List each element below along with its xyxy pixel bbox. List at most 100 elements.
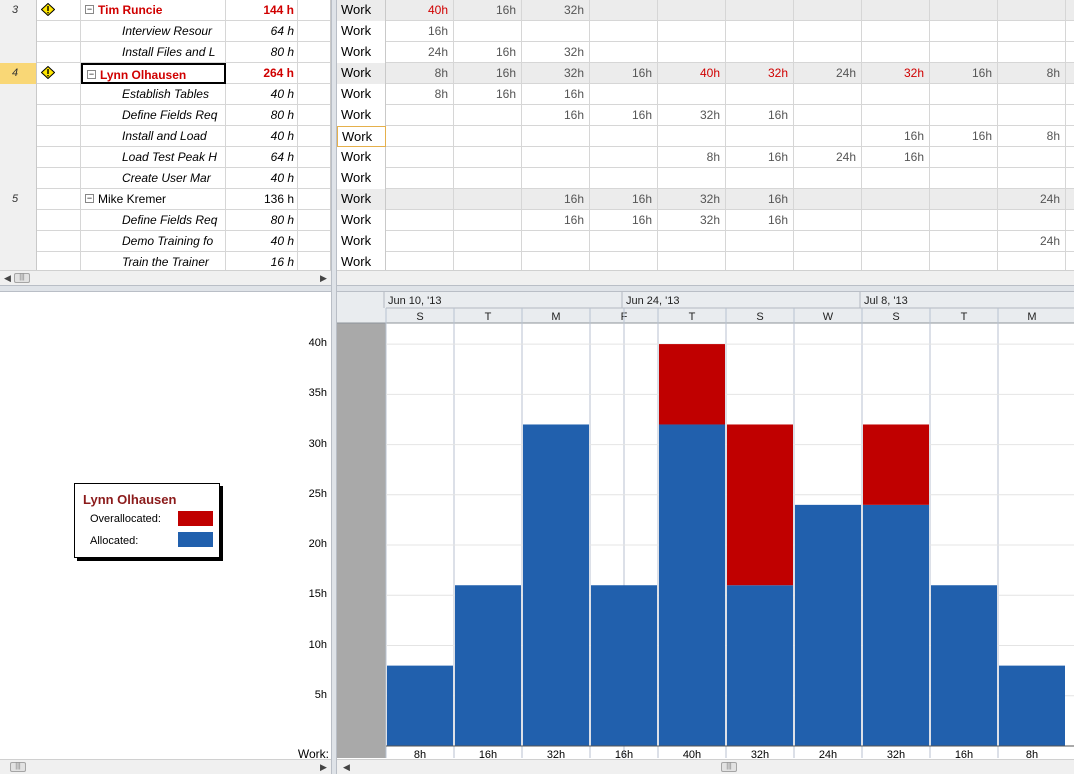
timephased-cell[interactable]: [658, 42, 726, 63]
resource-row[interactable]: 4− Lynn Olhausen 264 h: [0, 63, 331, 84]
timephased-cell[interactable]: [998, 21, 1066, 42]
timephased-cell[interactable]: [726, 42, 794, 63]
timephased-cell[interactable]: 32h: [726, 63, 794, 84]
timephased-cell[interactable]: 16h: [454, 42, 522, 63]
timephased-cell[interactable]: [930, 105, 998, 126]
timephased-cell[interactable]: [454, 252, 522, 270]
timephased-cell[interactable]: 16h: [930, 126, 998, 147]
timephased-cell[interactable]: [590, 42, 658, 63]
detail-label[interactable]: Work: [337, 189, 386, 210]
grid-horizontal-scrollbar[interactable]: [337, 270, 1074, 285]
resource-row[interactable]: 5− Mike Kremer 136 h: [0, 189, 331, 210]
timephased-cell[interactable]: [590, 147, 658, 168]
timephased-cell[interactable]: [726, 168, 794, 189]
resource-name[interactable]: − Lynn Olhausen: [81, 63, 226, 84]
timephased-cell[interactable]: 16h: [862, 126, 930, 147]
timephased-cell[interactable]: [862, 210, 930, 231]
pane-split-vertical[interactable]: [331, 0, 337, 774]
timephased-cell[interactable]: [658, 84, 726, 105]
timephased-cell[interactable]: 8h: [386, 84, 454, 105]
detail-label[interactable]: Work: [337, 126, 386, 147]
timephased-cell[interactable]: 32h: [522, 42, 590, 63]
timephased-cell[interactable]: [726, 231, 794, 252]
detail-label[interactable]: Work: [337, 21, 386, 42]
timephased-cell[interactable]: 16h: [930, 63, 998, 84]
timephased-cell[interactable]: [726, 21, 794, 42]
timephased-cell[interactable]: 16h: [522, 210, 590, 231]
scroll-right-icon[interactable]: ▶: [320, 762, 327, 772]
timephased-cell[interactable]: 16h: [454, 63, 522, 84]
timephased-cell[interactable]: [930, 84, 998, 105]
timephased-cell[interactable]: [454, 105, 522, 126]
resource-name[interactable]: − Tim Runcie: [81, 0, 226, 21]
assignment-row[interactable]: Establish Tables 40 h: [0, 84, 331, 105]
timephased-cell[interactable]: [454, 147, 522, 168]
timephased-cell[interactable]: [998, 168, 1066, 189]
timephased-cell[interactable]: [794, 42, 862, 63]
resource-name[interactable]: Establish Tables: [81, 84, 226, 105]
timephased-cell[interactable]: [590, 126, 658, 147]
timephased-cell[interactable]: 32h: [862, 63, 930, 84]
timephased-cell[interactable]: [998, 147, 1066, 168]
timephased-cell[interactable]: [590, 84, 658, 105]
resource-name[interactable]: Install Files and L: [81, 42, 226, 63]
timephased-cell[interactable]: 16h: [454, 0, 522, 21]
timephased-cell[interactable]: 24h: [794, 63, 862, 84]
timephased-cell[interactable]: [930, 42, 998, 63]
scroll-left-icon[interactable]: ◀: [4, 273, 11, 283]
assignment-row[interactable]: Define Fields Req 80 h: [0, 210, 331, 231]
timephased-cell[interactable]: [862, 189, 930, 210]
timephased-cell[interactable]: 16h: [726, 147, 794, 168]
timephased-cell[interactable]: 40h: [386, 0, 454, 21]
collapse-icon[interactable]: −: [85, 193, 94, 203]
timephased-cell[interactable]: [998, 42, 1066, 63]
timephased-cell[interactable]: [386, 252, 454, 270]
timephased-cell[interactable]: [522, 252, 590, 270]
detail-label[interactable]: Work: [337, 0, 386, 21]
timephased-cell[interactable]: [522, 21, 590, 42]
timephased-cell[interactable]: [998, 84, 1066, 105]
timephased-cell[interactable]: [522, 126, 590, 147]
table-horizontal-scrollbar[interactable]: ◀ ||| ▶: [0, 270, 331, 285]
timephased-cell[interactable]: 16h: [726, 189, 794, 210]
timephased-cell[interactable]: 16h: [726, 105, 794, 126]
timephased-cell[interactable]: [658, 21, 726, 42]
assignment-row[interactable]: Create User Mar 40 h: [0, 168, 331, 189]
timephased-cell[interactable]: [930, 21, 998, 42]
timephased-cell[interactable]: [454, 189, 522, 210]
timephased-cell[interactable]: [454, 168, 522, 189]
timephased-cell[interactable]: 32h: [522, 63, 590, 84]
timephased-cell[interactable]: [794, 0, 862, 21]
overallocation-warning-icon[interactable]: [41, 3, 55, 16]
timephased-cell[interactable]: [386, 231, 454, 252]
detail-label[interactable]: Work: [337, 168, 386, 189]
resource-name[interactable]: Demo Training fo: [81, 231, 226, 252]
timephased-cell[interactable]: [794, 126, 862, 147]
assignment-row[interactable]: Interview Resour 64 h: [0, 21, 331, 42]
timephased-cell[interactable]: 40h: [658, 63, 726, 84]
timephased-cell[interactable]: 16h: [522, 105, 590, 126]
timephased-cell[interactable]: [726, 84, 794, 105]
timephased-cell[interactable]: [930, 252, 998, 270]
timephased-cell[interactable]: 16h: [590, 210, 658, 231]
timephased-cell[interactable]: 8h: [998, 63, 1066, 84]
timephased-cell[interactable]: 24h: [998, 189, 1066, 210]
resource-name[interactable]: − Mike Kremer: [81, 189, 226, 210]
timephased-cell[interactable]: [658, 252, 726, 270]
timephased-cell[interactable]: 8h: [998, 126, 1066, 147]
timephased-cell[interactable]: 32h: [658, 105, 726, 126]
assignment-row[interactable]: Install Files and L 80 h: [0, 42, 331, 63]
timephased-cell[interactable]: [794, 105, 862, 126]
timephased-cell[interactable]: [862, 42, 930, 63]
timephased-cell[interactable]: 16h: [522, 189, 590, 210]
timephased-cell[interactable]: [386, 189, 454, 210]
timephased-cell[interactable]: [930, 189, 998, 210]
timephased-cell[interactable]: [454, 231, 522, 252]
timephased-cell[interactable]: 24h: [998, 231, 1066, 252]
timephased-cell[interactable]: [794, 189, 862, 210]
timephased-cell[interactable]: [794, 252, 862, 270]
timephased-cell[interactable]: 16h: [386, 21, 454, 42]
timephased-cell[interactable]: [522, 231, 590, 252]
timephased-cell[interactable]: [386, 126, 454, 147]
timephased-cell[interactable]: [590, 252, 658, 270]
